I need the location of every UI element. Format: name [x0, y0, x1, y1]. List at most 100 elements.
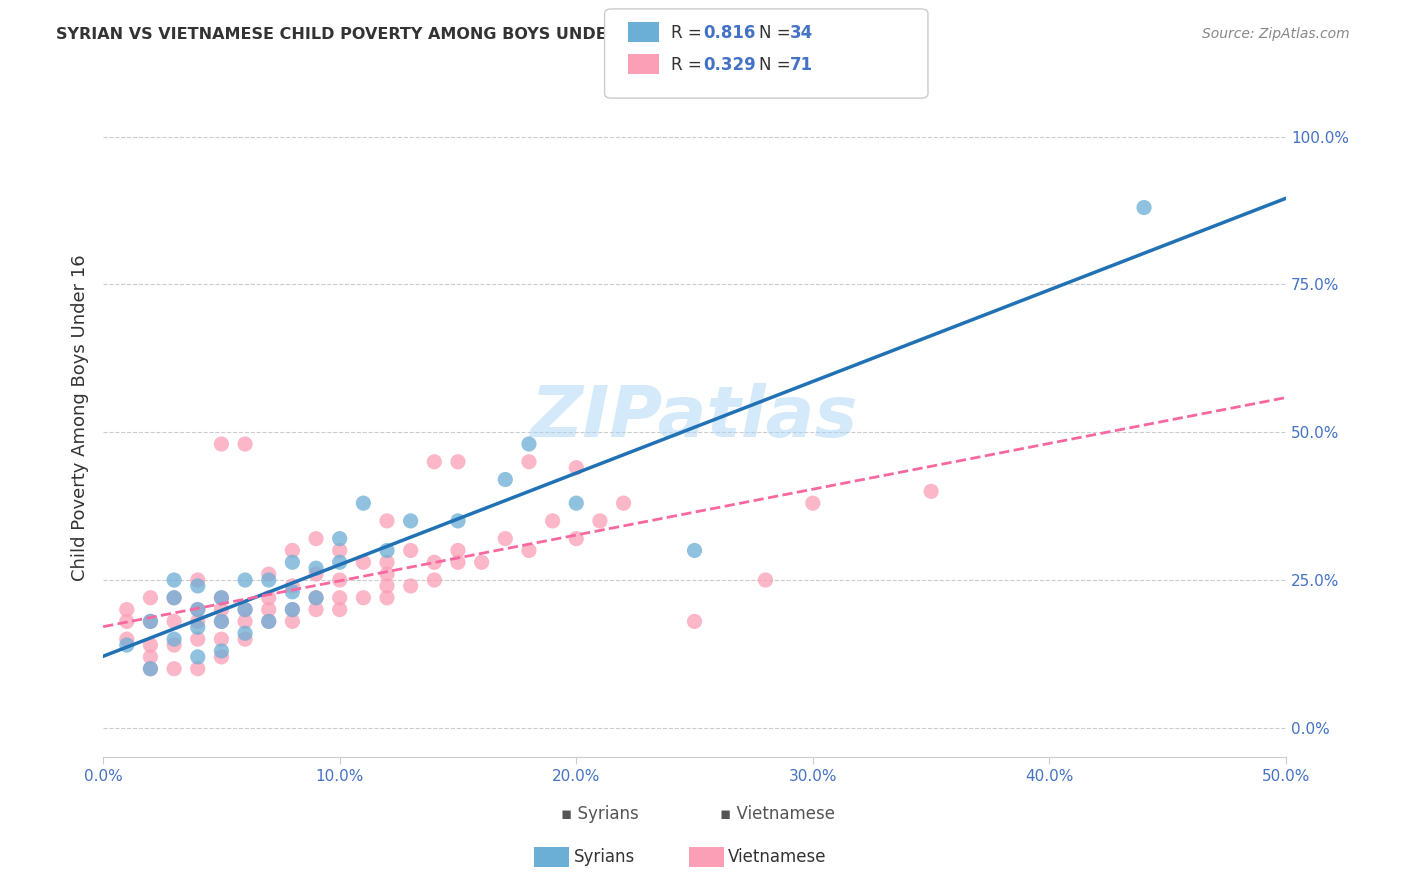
Point [209, 602, 232, 616]
Point [139, 615, 162, 629]
Point [209, 644, 232, 658]
Point [517, 455, 540, 469]
Point [187, 602, 209, 616]
Point [163, 632, 186, 647]
Point [423, 555, 446, 569]
Point [233, 626, 256, 640]
Point [233, 615, 256, 629]
Point [399, 543, 422, 558]
Point [187, 602, 209, 616]
Point [305, 532, 328, 546]
Point [281, 615, 304, 629]
Point [209, 649, 232, 664]
Point [257, 573, 280, 587]
Text: R =: R = [671, 56, 707, 74]
Text: N =: N = [759, 24, 796, 42]
Point [163, 615, 186, 629]
Point [139, 649, 162, 664]
Point [375, 555, 398, 569]
Point [517, 543, 540, 558]
Point [187, 632, 209, 647]
Point [187, 662, 209, 676]
Point [115, 602, 138, 616]
Text: 71: 71 [790, 56, 813, 74]
Text: 34: 34 [790, 24, 814, 42]
Point [329, 591, 352, 605]
Point [281, 543, 304, 558]
Point [209, 437, 232, 451]
Point [209, 632, 232, 647]
Point [209, 615, 232, 629]
Point [233, 437, 256, 451]
Point [115, 615, 138, 629]
Point [209, 591, 232, 605]
Point [494, 473, 516, 487]
Point [375, 567, 398, 582]
Point [329, 543, 352, 558]
Point [163, 591, 186, 605]
Point [233, 602, 256, 616]
Text: R =: R = [671, 24, 707, 42]
Text: 0.816: 0.816 [703, 24, 755, 42]
Point [565, 496, 588, 510]
Point [447, 555, 470, 569]
Point [754, 573, 776, 587]
Point [565, 460, 588, 475]
Point [139, 591, 162, 605]
Text: 0.329: 0.329 [703, 56, 756, 74]
Point [187, 573, 209, 587]
Point [257, 567, 280, 582]
Point [115, 638, 138, 652]
Point [115, 632, 138, 647]
Point [517, 437, 540, 451]
Point [233, 573, 256, 587]
Point [375, 543, 398, 558]
Point [257, 615, 280, 629]
Text: Syrians: Syrians [574, 848, 636, 866]
Point [209, 591, 232, 605]
Point [187, 615, 209, 629]
Point [305, 602, 328, 616]
Text: Vietnamese: Vietnamese [728, 848, 827, 866]
Point [329, 602, 352, 616]
Point [139, 615, 162, 629]
Point [281, 585, 304, 599]
Point [613, 496, 636, 510]
Point [447, 543, 470, 558]
Point [281, 602, 304, 616]
Point [471, 555, 494, 569]
Point [565, 532, 588, 546]
Point [423, 455, 446, 469]
Point [1133, 201, 1156, 215]
Point [352, 555, 374, 569]
Point [447, 455, 470, 469]
Point [257, 591, 280, 605]
Point [447, 514, 470, 528]
Text: Source: ZipAtlas.com: Source: ZipAtlas.com [1202, 27, 1350, 41]
Point [233, 602, 256, 616]
Point [281, 555, 304, 569]
Point [187, 649, 209, 664]
Point [209, 615, 232, 629]
Y-axis label: Child Poverty Among Boys Under 16: Child Poverty Among Boys Under 16 [72, 254, 89, 581]
Point [187, 620, 209, 634]
Point [375, 579, 398, 593]
Point [139, 662, 162, 676]
Point [352, 496, 374, 510]
Point [423, 573, 446, 587]
Point [920, 484, 942, 499]
Text: N =: N = [759, 56, 796, 74]
Point [329, 532, 352, 546]
Point [233, 632, 256, 647]
Point [329, 573, 352, 587]
Point [683, 543, 706, 558]
Point [139, 638, 162, 652]
Point [589, 514, 612, 528]
Point [494, 532, 516, 546]
Point [801, 496, 824, 510]
Point [541, 514, 564, 528]
Point [399, 514, 422, 528]
Point [305, 567, 328, 582]
Point [329, 555, 352, 569]
Point [305, 591, 328, 605]
